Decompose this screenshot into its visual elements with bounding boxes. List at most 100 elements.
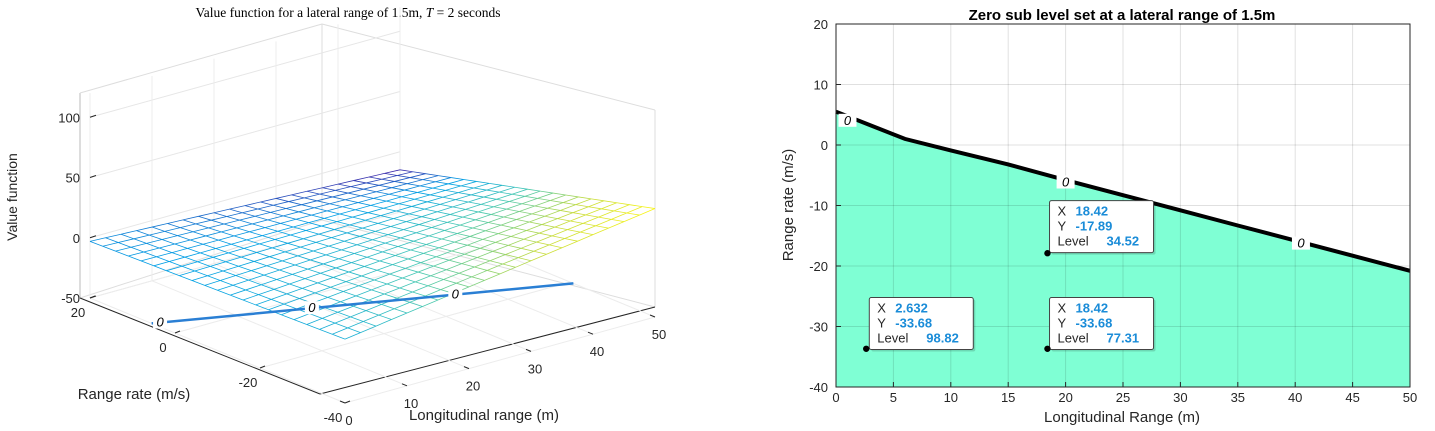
mesh-line xyxy=(478,207,494,212)
mesh-line xyxy=(367,257,380,261)
mesh-line xyxy=(580,226,596,232)
mesh-line xyxy=(435,220,448,223)
mesh-line xyxy=(405,186,421,190)
mesh-line xyxy=(333,197,346,200)
mesh-line xyxy=(438,176,451,178)
mesh-line xyxy=(298,256,311,260)
mesh-line xyxy=(358,203,371,206)
mesh-line xyxy=(576,199,592,205)
mesh-line xyxy=(388,230,404,235)
mesh-line xyxy=(485,274,501,281)
mesh-line xyxy=(601,209,614,211)
mesh-line xyxy=(400,288,413,292)
datatip-marker xyxy=(1044,346,1050,352)
mesh-line xyxy=(525,196,538,198)
mesh-line xyxy=(343,203,359,207)
mesh-line xyxy=(192,280,205,285)
mesh-line xyxy=(459,267,475,273)
mesh-line xyxy=(169,261,182,266)
mesh-line xyxy=(317,201,330,204)
mesh-line xyxy=(230,290,246,295)
mesh-line xyxy=(90,238,106,242)
mesh-line xyxy=(273,205,286,208)
mesh-line xyxy=(307,188,323,192)
mesh-line xyxy=(252,220,268,224)
datatip-level-label: Level xyxy=(1058,234,1089,249)
mesh-line xyxy=(456,200,469,202)
mesh-line xyxy=(364,266,377,270)
mesh-line xyxy=(366,311,379,315)
mesh-line xyxy=(552,230,568,236)
mesh-line xyxy=(231,240,247,244)
mesh-line xyxy=(240,216,256,220)
x-tick-label: 45 xyxy=(1345,390,1359,405)
mesh-line xyxy=(243,300,256,305)
mesh-line xyxy=(179,271,195,276)
mesh-line xyxy=(405,268,418,272)
mesh-line xyxy=(464,180,477,182)
mesh-line xyxy=(461,181,477,185)
mesh-line xyxy=(521,248,534,251)
mesh-line xyxy=(566,195,579,197)
mesh-line xyxy=(147,240,163,244)
mesh-line xyxy=(311,255,327,260)
mesh-line xyxy=(432,222,448,227)
mesh-line xyxy=(413,292,426,296)
mesh-line xyxy=(496,236,512,242)
mesh-line xyxy=(521,242,537,248)
mesh-line xyxy=(412,202,428,207)
mesh-line xyxy=(529,216,545,222)
mesh-line xyxy=(216,244,232,248)
mesh-line xyxy=(399,199,415,203)
mesh-line xyxy=(271,212,284,215)
mesh-line xyxy=(281,223,294,227)
mesh-line xyxy=(415,195,431,199)
mesh-line xyxy=(418,266,434,272)
mesh-line xyxy=(302,283,318,288)
mesh-line xyxy=(134,235,150,239)
mesh-line xyxy=(443,193,459,198)
mesh-line xyxy=(512,189,528,194)
y-axis-label: Range rate (m/s) xyxy=(78,386,191,403)
mesh-line xyxy=(382,179,395,181)
mesh-line xyxy=(442,239,455,242)
mesh-line xyxy=(356,290,372,296)
mesh-line xyxy=(407,184,420,186)
mesh-line xyxy=(439,242,455,248)
mesh-line xyxy=(473,222,489,227)
mesh-line xyxy=(534,245,550,251)
mesh-line xyxy=(398,247,411,250)
mesh-line xyxy=(490,255,506,261)
x-tick-label: 0 xyxy=(345,413,352,428)
mesh-line xyxy=(518,258,531,261)
x-tick-label: 35 xyxy=(1231,390,1245,405)
mesh-line xyxy=(529,222,542,225)
mesh-line xyxy=(471,190,487,195)
mesh-line xyxy=(375,226,391,231)
mesh-line xyxy=(356,296,369,300)
mesh-line xyxy=(430,190,446,194)
mesh-line xyxy=(640,209,656,216)
mesh-line xyxy=(531,254,547,261)
mesh-line xyxy=(403,278,416,282)
mesh-line xyxy=(498,234,511,237)
mesh-line xyxy=(128,252,144,256)
mesh-line xyxy=(354,181,367,183)
mesh-line xyxy=(395,181,408,183)
mesh-line xyxy=(219,240,232,244)
mesh-line xyxy=(240,220,253,224)
mesh-line xyxy=(527,225,543,231)
mesh-line xyxy=(286,205,302,209)
mesh-line xyxy=(410,302,423,306)
mesh-line xyxy=(407,180,423,184)
mesh-line xyxy=(236,276,249,281)
mesh-line xyxy=(397,175,410,177)
mesh-line xyxy=(563,197,579,203)
mesh-line xyxy=(437,207,453,212)
mesh-line xyxy=(465,254,478,257)
mesh-line xyxy=(250,228,266,232)
mesh-line xyxy=(285,247,301,252)
mesh-line xyxy=(317,197,333,201)
mesh-line xyxy=(468,202,481,204)
mesh-line xyxy=(274,289,287,294)
